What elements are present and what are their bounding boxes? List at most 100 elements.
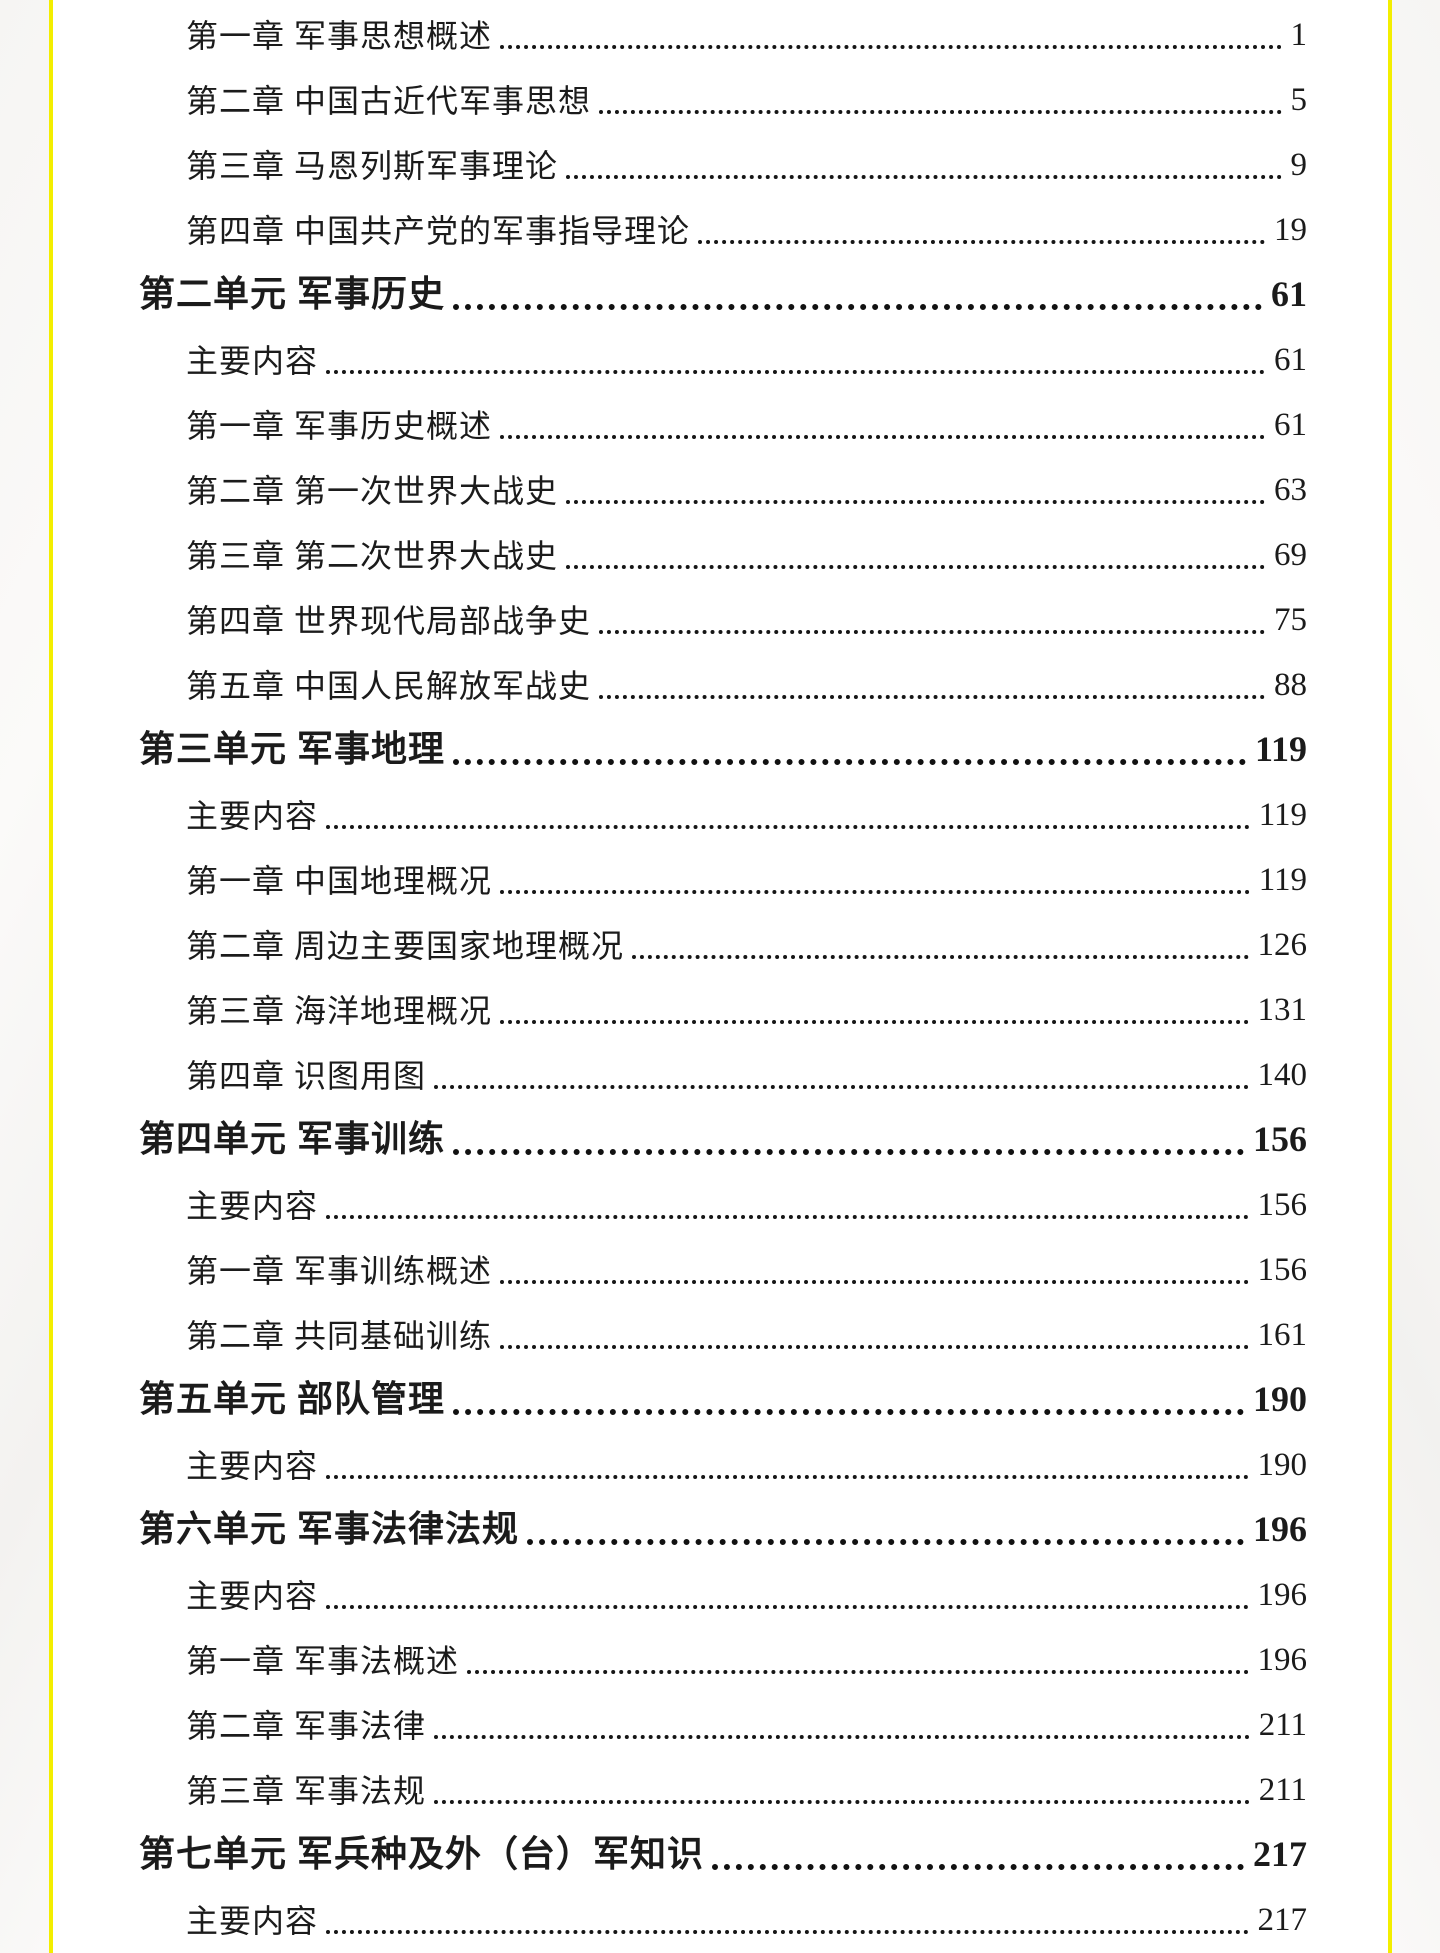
- toc-entry-page-number: 140: [1257, 1057, 1308, 1093]
- toc-entry-chapter: 第四章 中国共产党的军事指导理论 19: [53, 197, 1307, 262]
- toc-entry-page-number: 119: [1254, 729, 1307, 769]
- toc-entry-page-number: 5: [1290, 82, 1308, 118]
- toc-entry-page-number: 61: [1274, 342, 1307, 378]
- dotted-leader: [453, 1149, 1244, 1155]
- toc-entry-page-number: 161: [1257, 1317, 1308, 1353]
- toc-entry-label: 主要内容: [186, 1578, 319, 1614]
- toc-entry-label: 第一章 军事训练概述: [186, 1253, 493, 1289]
- toc-entry-label: 主要内容: [186, 343, 319, 379]
- dotted-leader: [453, 304, 1262, 310]
- dotted-leader: [326, 825, 1250, 829]
- toc-entry-label: 第七单元 军兵种及外（台）军知识: [139, 1834, 705, 1874]
- dotted-leader: [434, 1800, 1250, 1804]
- right-page-margin: [1392, 0, 1440, 1953]
- toc-entry-page-number: 131: [1257, 992, 1308, 1028]
- dotted-leader: [500, 1280, 1249, 1284]
- toc-entry-label: 第一章 军事历史概述: [186, 408, 493, 444]
- toc-entry-chapter: 第三章 第二次世界大战史 69: [53, 522, 1307, 587]
- toc-entry-label: 第三章 海洋地理概况: [186, 993, 493, 1029]
- toc-entry-unit: 第三单元 军事地理 119: [53, 717, 1307, 782]
- toc-entry-label: 第二章 第一次世界大战史: [186, 473, 559, 509]
- toc-entry-page-number: 190: [1257, 1447, 1308, 1483]
- dotted-leader: [599, 695, 1265, 699]
- dotted-leader: [500, 45, 1282, 49]
- toc-entry-page-number: 196: [1257, 1577, 1308, 1613]
- dotted-leader: [599, 110, 1282, 114]
- toc-entry-label: 第四章 中国共产党的军事指导理论: [186, 213, 691, 249]
- dotted-leader: [453, 1409, 1244, 1415]
- toc-entry-page-number: 119: [1258, 797, 1307, 833]
- toc-entry-chapter: 第一章 军事历史概述 61: [53, 392, 1307, 457]
- toc-entry-page-number: 217: [1253, 1834, 1307, 1874]
- toc-entry-page-number: 211: [1258, 1772, 1307, 1808]
- toc-entry-page-number: 63: [1274, 472, 1307, 508]
- toc-entry-section: 主要内容 217: [53, 1887, 1307, 1952]
- left-yellow-border-line: [49, 0, 53, 1953]
- toc-list: 第一章 军事思想概述 1 第二章 中国古近代军事思想 5 第三章 马恩列斯军事理…: [53, 2, 1307, 1952]
- toc-page: 第一章 军事思想概述 1 第二章 中国古近代军事思想 5 第三章 马恩列斯军事理…: [53, 0, 1388, 1953]
- toc-entry-page-number: 156: [1257, 1187, 1308, 1223]
- toc-entry-unit: 第五单元 部队管理 190: [53, 1367, 1307, 1432]
- dotted-leader: [453, 759, 1246, 765]
- toc-entry-label: 第六单元 军事法律法规: [139, 1509, 520, 1549]
- toc-entry-page-number: 75: [1274, 602, 1307, 638]
- toc-entry-label: 主要内容: [186, 1903, 319, 1939]
- toc-entry-label: 第一章 军事思想概述: [186, 18, 493, 54]
- dotted-leader: [566, 175, 1282, 179]
- dotted-leader: [326, 1215, 1249, 1219]
- toc-entry-label: 第三章 马恩列斯军事理论: [186, 148, 559, 184]
- toc-entry-page-number: 61: [1274, 407, 1307, 443]
- toc-entry-chapter: 第四章 识图用图 140: [53, 1042, 1307, 1107]
- toc-entry-label: 第四章 世界现代局部战争史: [186, 603, 592, 639]
- right-yellow-border-line: [1388, 0, 1392, 1953]
- toc-entry-chapter: 第二章 第一次世界大战史 63: [53, 457, 1307, 522]
- toc-entry-chapter: 第一章 中国地理概况 119: [53, 847, 1307, 912]
- toc-entry-page-number: 19: [1274, 212, 1307, 248]
- toc-entry-label: 第二章 军事法律: [186, 1708, 427, 1744]
- toc-entry-chapter: 第五章 中国人民解放军战史 88: [53, 652, 1307, 717]
- toc-entry-page-number: 69: [1274, 537, 1307, 573]
- toc-entry-chapter: 第一章 军事训练概述 156: [53, 1237, 1307, 1302]
- toc-entry-label: 第四章 识图用图: [186, 1058, 427, 1094]
- dotted-leader: [500, 435, 1265, 439]
- toc-entry-chapter: 第三章 海洋地理概况 131: [53, 977, 1307, 1042]
- dotted-leader: [326, 1605, 1249, 1609]
- toc-entry-chapter: 第二章 共同基础训练 161: [53, 1302, 1307, 1367]
- dotted-leader: [599, 630, 1265, 634]
- toc-entry-page-number: 196: [1257, 1642, 1308, 1678]
- left-page-margin: [0, 0, 49, 1953]
- toc-entry-label: 第五单元 部队管理: [139, 1379, 446, 1419]
- toc-entry-label: 第一章 军事法概述: [186, 1643, 460, 1679]
- toc-entry-page-number: 88: [1274, 667, 1307, 703]
- toc-entry-label: 第五章 中国人民解放军战史: [186, 668, 592, 704]
- dotted-leader: [698, 240, 1265, 244]
- toc-entry-page-number: 156: [1257, 1252, 1308, 1288]
- toc-entry-chapter: 第二章 军事法律 211: [53, 1692, 1307, 1757]
- toc-entry-page-number: 190: [1253, 1379, 1307, 1419]
- toc-entry-page-number: 61: [1271, 274, 1307, 314]
- toc-entry-section: 主要内容 196: [53, 1562, 1307, 1627]
- dotted-leader: [632, 955, 1249, 959]
- dotted-leader: [712, 1864, 1244, 1870]
- dotted-leader: [500, 1020, 1249, 1024]
- toc-entry-label: 主要内容: [186, 1448, 319, 1484]
- toc-entry-section: 主要内容 190: [53, 1432, 1307, 1497]
- toc-entry-page-number: 196: [1253, 1509, 1307, 1549]
- toc-entry-label: 第三章 军事法规: [186, 1773, 427, 1809]
- toc-entry-chapter: 第四章 世界现代局部战争史 75: [53, 587, 1307, 652]
- toc-entry-label: 第三章 第二次世界大战史: [186, 538, 559, 574]
- toc-entry-label: 主要内容: [186, 1188, 319, 1224]
- toc-entry-chapter: 第二章 中国古近代军事思想 5: [53, 67, 1307, 132]
- dotted-leader: [434, 1085, 1249, 1089]
- toc-entry-label: 第二章 中国古近代军事思想: [186, 83, 592, 119]
- toc-entry-page-number: 126: [1257, 927, 1308, 963]
- toc-entry-page-number: 217: [1257, 1902, 1308, 1938]
- toc-entry-label: 第三单元 军事地理: [139, 729, 446, 769]
- toc-entry-page-number: 211: [1258, 1707, 1307, 1743]
- toc-entry-section: 主要内容 156: [53, 1172, 1307, 1237]
- dotted-leader: [326, 370, 1265, 374]
- toc-entry-page-number: 156: [1253, 1119, 1307, 1159]
- toc-entry-page-number: 9: [1290, 147, 1308, 183]
- toc-entry-chapter: 第一章 军事思想概述 1: [53, 2, 1307, 67]
